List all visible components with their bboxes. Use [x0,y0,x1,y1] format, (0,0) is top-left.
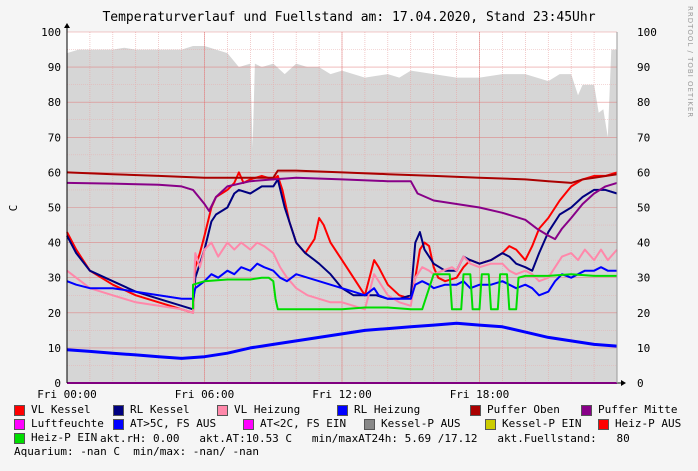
legend-row-3: Heiz-P EIN [14,431,694,445]
y-tick-label: 60 [48,166,61,179]
y-tick-label: 0 [54,377,61,390]
x-tick-label: Fri 00:00 [37,388,97,400]
legend-swatch [581,404,592,416]
legend-item: Puffer Mitte [581,403,677,417]
y-tick-label-right: 70 [637,131,650,144]
temperature-chart: Temperaturverlauf und Fuellstand am: 17.… [7,10,657,400]
legend: VL Kessel RL Kessel VL Heizung RL Heizun… [14,403,694,445]
series-puffer-oben [66,169,618,184]
series-vl-heizung [66,241,618,314]
x-tick-label: Fri 12:00 [312,388,372,400]
y-tick-label: 90 [48,61,61,74]
legend-label: AT>5C, FS AUS [130,417,217,430]
y-tick-label-right: 20 [637,307,650,320]
legend-label: Luftfeuchte [31,417,104,430]
y-tick-label: 100 [41,26,61,39]
info-line-2: Aquarium: -nan C min/max: -nan/ -nan [14,445,260,458]
legend-swatch [598,418,609,430]
legend-label: Puffer Oben [487,403,560,416]
legend-item: VL Kessel [14,403,113,417]
y-tick-label-right: 90 [637,61,650,74]
legend-swatch [217,404,228,416]
y-tick-label: 40 [48,237,61,250]
y-axis-arrow [64,23,70,28]
legend-item: AT>5C, FS AUS [113,417,243,431]
legend-label: VL Heizung [234,403,301,416]
legend-item: VL Heizung [217,403,337,417]
series-heiz-p-ein [192,273,617,311]
watermark: RRDTOOL / TOBI OETIKER [686,6,694,119]
y-tick-label-right: 60 [637,166,650,179]
series-at-5c-fs-aus [66,321,618,360]
y-tick-label-right: 50 [637,202,650,215]
legend-item: Kessel-P EIN [485,417,598,431]
y-tick-label: 50 [48,202,61,215]
legend-item: Kessel-P AUS [364,417,485,431]
legend-item: Heiz-P AUS [598,417,681,431]
legend-swatch [14,432,25,444]
y-tick-label-right: 40 [637,237,650,250]
legend-item: Luftfeuchte [14,417,113,431]
legend-label: RL Heizung [354,403,421,416]
y-tick-label: 80 [48,96,61,109]
legend-item: Heiz-P EIN [14,431,97,445]
legend-swatch [337,404,348,416]
legend-swatch [113,418,124,430]
legend-item: RL Kessel [113,403,217,417]
y-tick-label: 70 [48,131,61,144]
legend-swatch [113,404,124,416]
y-tick-label-right: 100 [637,26,657,39]
legend-item: RL Heizung [337,403,470,417]
legend-swatch [14,418,25,430]
legend-label: Kessel-P AUS [381,417,461,430]
info-line-1: akt.rH: 0.00 akt.AT:10.53 C min/maxAT24h… [100,432,630,445]
y-tick-label: 20 [48,307,61,320]
legend-swatch [14,404,25,416]
legend-swatch [364,418,375,430]
y-tick-label-right: 10 [637,342,650,355]
legend-label: AT<2C, FS EIN [260,417,347,430]
chart-title: Temperaturverlauf und Fuellstand am: 17.… [102,10,595,25]
legend-label: VL Kessel [31,403,91,416]
series-puffer-mitte [66,176,618,241]
y-tick-label-right: 0 [637,377,644,390]
legend-label: Kessel-P EIN [502,417,582,430]
y-tick-label-right: 30 [637,272,650,285]
legend-item: AT<2C, FS EIN [243,417,364,431]
x-tick-label: Fri 18:00 [450,388,510,400]
legend-label: Heiz-P AUS [615,417,682,430]
series-rl-heizung [66,262,617,300]
x-tick-label: Fri 06:00 [175,388,235,400]
legend-swatch [470,404,481,416]
legend-swatch [485,418,496,430]
y-tick-label-right: 80 [637,96,650,109]
y-tick-label: 30 [48,272,61,285]
legend-row-1: VL Kessel RL Kessel VL Heizung RL Heizun… [14,403,694,417]
legend-label: Puffer Mitte [598,403,678,416]
plot-area: 0 0 10 10 20 20 30 30 40 40 50 50 60 60 70 70 80 80 90 90 10… [37,23,657,400]
legend-item: Puffer Oben [470,403,581,417]
legend-row-2: Luftfeuchte AT>5C, FS AUS AT<2C, FS EIN … [14,417,694,431]
y-axis-label: C [7,205,20,212]
y-tick-label: 10 [48,342,61,355]
legend-swatch [243,418,254,430]
legend-label: Heiz-P EIN [31,431,98,444]
x-axis-arrow [621,380,626,386]
legend-label: RL Kessel [130,403,190,416]
